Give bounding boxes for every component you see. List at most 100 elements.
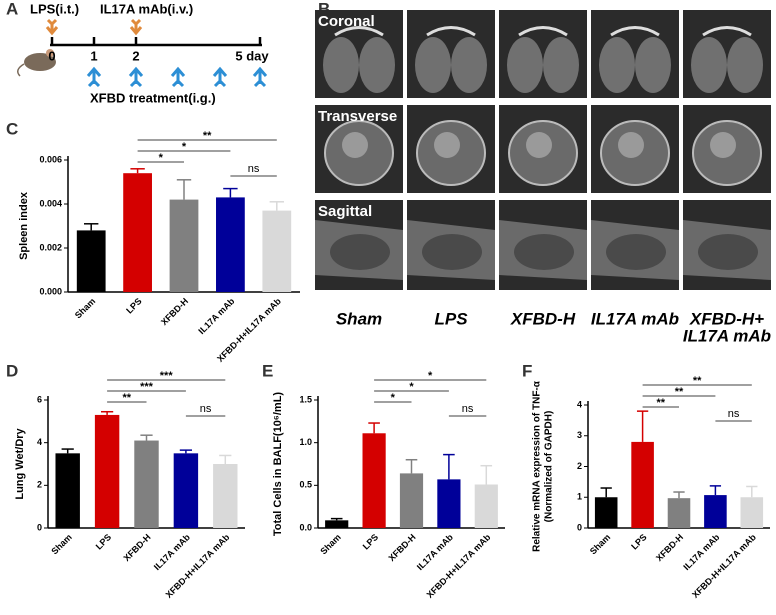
- bar: [667, 498, 691, 528]
- bar: [216, 197, 245, 292]
- bar: [437, 479, 461, 528]
- day-label: 5 day: [235, 48, 269, 63]
- significance-label: *: [428, 370, 433, 382]
- column-label: XFBD-H+: [689, 309, 764, 328]
- treatment-arrow: [252, 66, 268, 88]
- lung: [514, 234, 574, 270]
- x-tick-label: XFBD-H: [121, 532, 152, 563]
- treatment-label: XFBD treatment(i.g.): [90, 90, 216, 105]
- bar: [325, 520, 349, 528]
- y-tick-label: 1.5: [299, 394, 312, 404]
- x-tick-label: Sham: [49, 532, 73, 556]
- heart: [342, 132, 368, 158]
- x-tick-label: XFBD-H+IL17A mAb: [425, 532, 493, 600]
- y-tick-label: 4: [37, 437, 42, 447]
- x-tick-label: IL17A mAb: [196, 296, 236, 336]
- y-tick-label: 1: [577, 492, 582, 502]
- panel-label: E: [262, 361, 273, 380]
- x-tick-label: XFBD-H: [159, 296, 190, 327]
- significance-label: *: [409, 381, 414, 393]
- bar: [173, 453, 199, 528]
- drug-label: LPS(i.t.): [30, 1, 79, 16]
- lung: [698, 234, 758, 270]
- lung: [606, 234, 666, 270]
- bar: [631, 441, 654, 528]
- x-tick-label: LPS: [361, 532, 380, 551]
- significance-label: **: [693, 375, 702, 387]
- mouse-tail: [17, 63, 25, 77]
- lung: [543, 37, 579, 93]
- column-label: XFBD-H: [510, 309, 576, 328]
- heart: [618, 132, 644, 158]
- lung: [507, 37, 543, 93]
- column-label: IL17A mAb: [591, 309, 679, 328]
- column-label: IL17A mAb: [683, 326, 771, 345]
- significance-label: **: [675, 386, 684, 398]
- x-tick-label: LPS: [94, 532, 113, 551]
- lung: [359, 37, 395, 93]
- bar: [362, 433, 386, 528]
- x-tick-label: Sham: [588, 532, 612, 556]
- mab-arrow: [129, 18, 143, 36]
- mouse-ear: [46, 49, 54, 57]
- panel-label: A: [6, 0, 18, 18]
- significance-label: *: [159, 152, 164, 164]
- bar: [740, 497, 764, 528]
- bone: [518, 26, 568, 37]
- day-label: 0: [48, 48, 55, 63]
- bone: [334, 26, 384, 37]
- heart: [526, 132, 552, 158]
- bone: [426, 26, 476, 37]
- significance-label: **: [657, 397, 666, 409]
- y-tick-label: 2: [577, 461, 582, 471]
- y-tick-label: 2: [37, 480, 42, 490]
- column-label: LPS: [434, 309, 468, 328]
- y-tick-label: 1.0: [299, 437, 312, 447]
- significance-label: ns: [200, 403, 212, 415]
- lung: [727, 37, 763, 93]
- bar: [55, 453, 80, 528]
- significance-label: *: [391, 392, 396, 404]
- bar: [594, 497, 618, 528]
- y-tick-label: 6: [37, 394, 42, 404]
- panel-label: F: [522, 361, 532, 380]
- y-tick-label: 0: [37, 522, 42, 532]
- bar: [262, 210, 292, 292]
- y-tick-label: 0.006: [39, 154, 62, 164]
- day-label: 1: [90, 48, 97, 63]
- y-axis-label: Spleen index: [18, 191, 30, 260]
- lung: [451, 37, 487, 93]
- heart: [710, 132, 736, 158]
- x-tick-label: XFBD-H: [654, 532, 685, 563]
- y-axis-label: (Normalized of GAPDH): [544, 411, 555, 523]
- significance-label: *: [182, 141, 187, 153]
- y-tick-label: 0.004: [39, 198, 62, 208]
- bone: [702, 26, 752, 37]
- bar: [94, 414, 120, 528]
- mouse-icon: [24, 53, 56, 71]
- significance-label: ***: [160, 370, 174, 382]
- y-axis-label: Relative mRNA expression of TNF-α: [532, 380, 543, 552]
- lung: [422, 234, 482, 270]
- significance-label: **: [203, 130, 212, 142]
- drug-label: IL17A mAb(i.v.): [100, 1, 193, 16]
- x-tick-label: IL17A mAb: [152, 532, 192, 572]
- significance-label: ns: [462, 403, 474, 415]
- x-tick-label: LPS: [124, 296, 143, 315]
- bar: [474, 484, 498, 528]
- x-tick-label: LPS: [629, 532, 648, 551]
- row-label: Sagittal: [318, 203, 372, 220]
- bone: [610, 26, 660, 37]
- y-tick-label: 0: [577, 522, 582, 532]
- y-tick-label: 4: [577, 399, 582, 409]
- x-tick-label: XFBD-H: [386, 532, 417, 563]
- lung: [330, 234, 390, 270]
- bar: [76, 230, 106, 292]
- lung: [415, 37, 451, 93]
- treatment-arrow: [128, 66, 144, 88]
- bar: [123, 173, 152, 292]
- y-axis-label: Total Cells in BALF(10⁶/mL): [272, 392, 284, 537]
- bar: [704, 495, 727, 528]
- x-tick-label: XFBD-H+IL17A mAb: [690, 532, 758, 600]
